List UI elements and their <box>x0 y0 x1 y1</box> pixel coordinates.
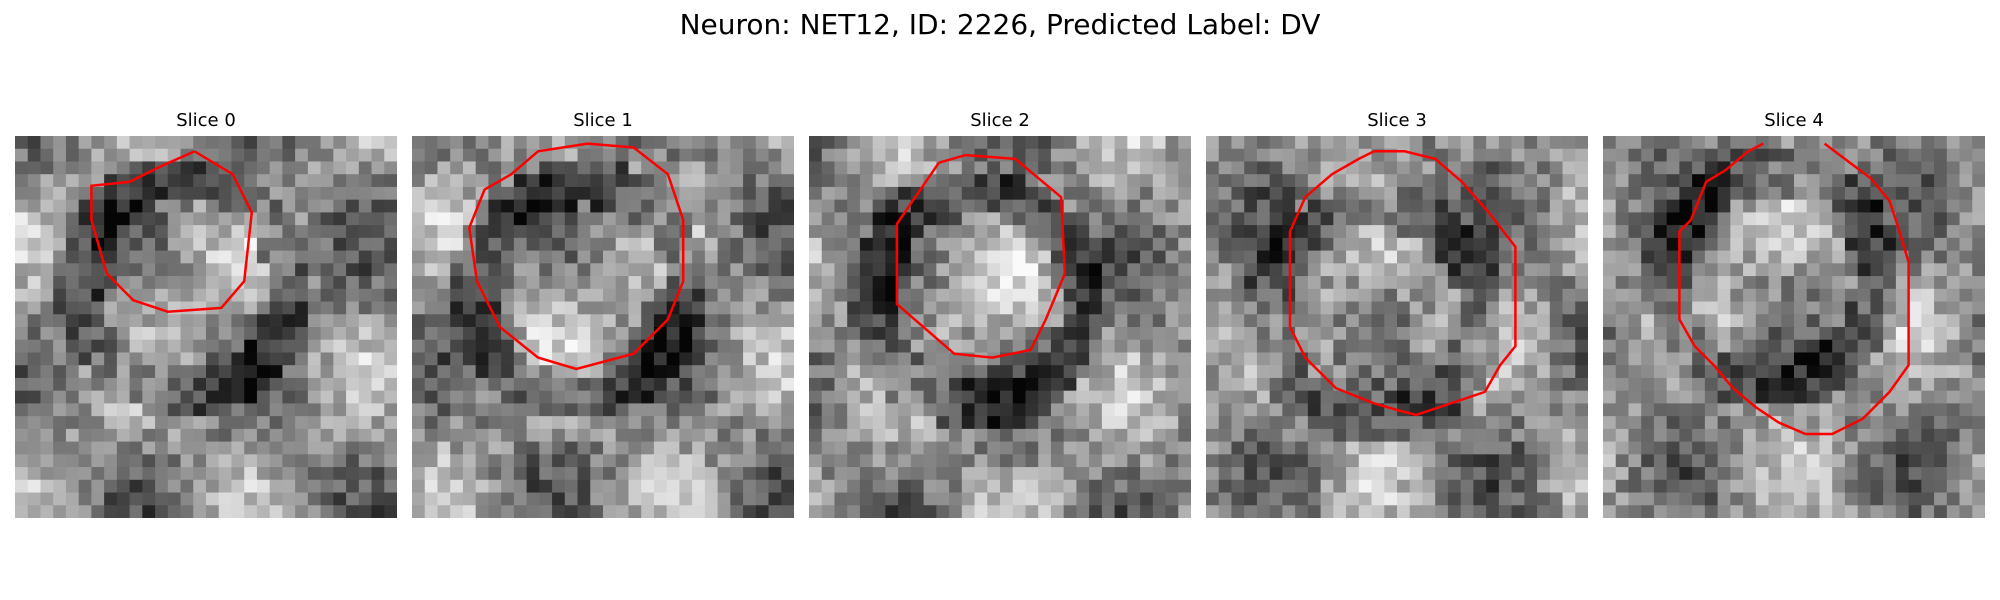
slice-image <box>412 136 794 518</box>
slice-panel: Slice 3 <box>1206 110 1588 518</box>
slice-panel: Slice 4 <box>1603 110 1985 518</box>
slice-image <box>1603 136 1985 518</box>
roi-contour <box>90 150 254 313</box>
slice-title: Slice 0 <box>176 110 236 131</box>
slice-panel: Slice 2 <box>809 110 1191 518</box>
roi-contour <box>1288 150 1517 417</box>
roi-contour <box>1678 142 1910 436</box>
slice-image <box>809 136 1191 518</box>
slice-image <box>1206 136 1588 518</box>
roi-contour <box>895 153 1067 359</box>
slice-panel: Slice 0 <box>15 110 397 518</box>
slice-panel: Slice 1 <box>412 110 794 518</box>
figure-title: Neuron: NET12, ID: 2226, Predicted Label… <box>679 8 1321 41</box>
slice-title: Slice 4 <box>1764 110 1824 131</box>
roi-contour <box>468 142 685 371</box>
slice-title: Slice 1 <box>573 110 633 131</box>
slice-title: Slice 2 <box>970 110 1030 131</box>
slice-title: Slice 3 <box>1367 110 1427 131</box>
slice-image <box>15 136 397 518</box>
